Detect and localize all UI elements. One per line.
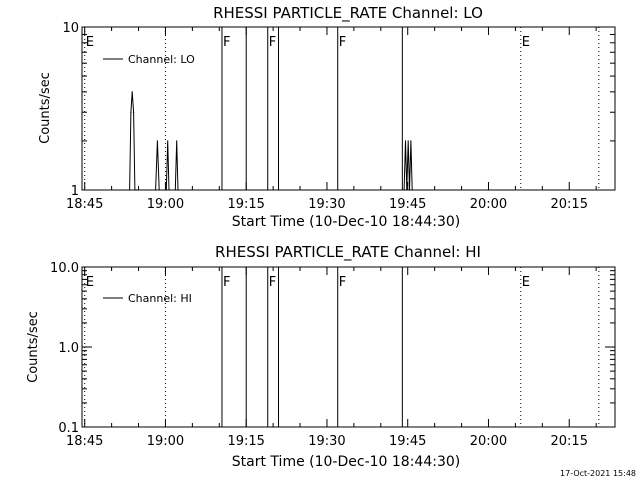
y-tick-label: 10.0 <box>50 261 79 276</box>
x-axis-label: Start Time (10-Dec-10 18:44:30) <box>232 214 460 230</box>
chart-title: RHESSI PARTICLE_RATE Channel: LO <box>213 4 483 23</box>
data-point <box>156 140 158 142</box>
event-marker-label: F <box>339 275 346 290</box>
x-tick-label: 20:15 <box>551 197 588 212</box>
data-point <box>177 189 179 191</box>
data-point <box>131 91 133 93</box>
x-tick-label: 20:00 <box>470 197 507 212</box>
data-point <box>404 140 407 142</box>
x-tick-label: 19:00 <box>147 434 184 449</box>
data-point <box>128 189 131 191</box>
event-marker-label: E <box>86 35 94 50</box>
data-point <box>408 189 411 191</box>
legend: Channel: LO <box>103 53 195 66</box>
x-tick-label: 19:45 <box>389 197 426 212</box>
event-marker-label: F <box>339 35 346 50</box>
event-marker-label: F <box>269 275 276 290</box>
hi-channel-panel: RHESSI PARTICLE_RATE Channel: HI Start T… <box>26 243 616 470</box>
data-point <box>158 189 160 191</box>
event-marker-label: F <box>223 275 230 290</box>
y-axis-label: Counts/sec <box>26 311 41 383</box>
lo-channel-panel: RHESSI PARTICLE_RATE Channel: LO Start T… <box>38 4 616 230</box>
x-tick-label: 20:15 <box>551 434 588 449</box>
event-marker-label: F <box>269 35 276 50</box>
chart-title: RHESSI PARTICLE_RATE Channel: HI <box>215 243 481 262</box>
data-point <box>411 189 413 191</box>
x-axis-label: Start Time (10-Dec-10 18:44:30) <box>232 454 460 470</box>
data-point <box>134 189 136 191</box>
data-point <box>130 111 132 113</box>
x-tick-label: 19:30 <box>308 197 345 212</box>
data-point <box>407 140 409 142</box>
legend-entry: Channel: LO <box>128 53 195 66</box>
data-point <box>406 189 408 191</box>
data-point <box>174 189 176 191</box>
data-point <box>154 189 157 191</box>
x-tick-label: 18:45 <box>66 197 103 212</box>
plot-area: 18:45 19:00 19:15 19:30 19:45 20:00 20:15 0.1 1.… <box>50 261 616 449</box>
data-point <box>403 189 405 191</box>
y-axis-label: Counts/sec <box>38 72 53 144</box>
y-tick-label: 1 <box>71 184 79 199</box>
data-point <box>168 189 170 191</box>
data-point <box>165 189 167 191</box>
legend-entry: Channel: HI <box>128 292 192 305</box>
event-marker-label: E <box>86 275 94 290</box>
x-tick-label: 19:00 <box>147 197 184 212</box>
plot-frame <box>81 26 616 191</box>
footer-timestamp: 17-Oct-2021 15:48 <box>560 469 636 478</box>
data-point <box>410 140 412 142</box>
y-tick-label: 10 <box>62 21 79 36</box>
data-point <box>137 189 139 191</box>
x-tick-label: 20:00 <box>470 434 507 449</box>
data-point <box>167 140 169 142</box>
data-point <box>176 140 178 142</box>
series-line <box>129 91 413 191</box>
x-tick-label: 19:15 <box>227 434 264 449</box>
data-point <box>132 111 135 113</box>
x-tick-label: 19:45 <box>389 434 426 449</box>
event-marker-label: E <box>522 275 530 290</box>
legend: Channel: HI <box>103 292 192 305</box>
x-tick-label: 19:30 <box>308 434 345 449</box>
plot-frame <box>81 266 616 428</box>
x-tick-label: 19:15 <box>227 197 264 212</box>
y-tick-label: 1.0 <box>58 341 79 356</box>
x-tick-label: 18:45 <box>66 434 103 449</box>
event-marker-label: E <box>522 35 530 50</box>
data-point <box>135 189 137 191</box>
y-tick-label: 0.1 <box>58 421 79 436</box>
event-marker-label: F <box>223 35 230 50</box>
plot-area: 18:45 19:00 19:15 19:30 19:45 20:00 20:15 1 10 E F… <box>62 21 616 212</box>
